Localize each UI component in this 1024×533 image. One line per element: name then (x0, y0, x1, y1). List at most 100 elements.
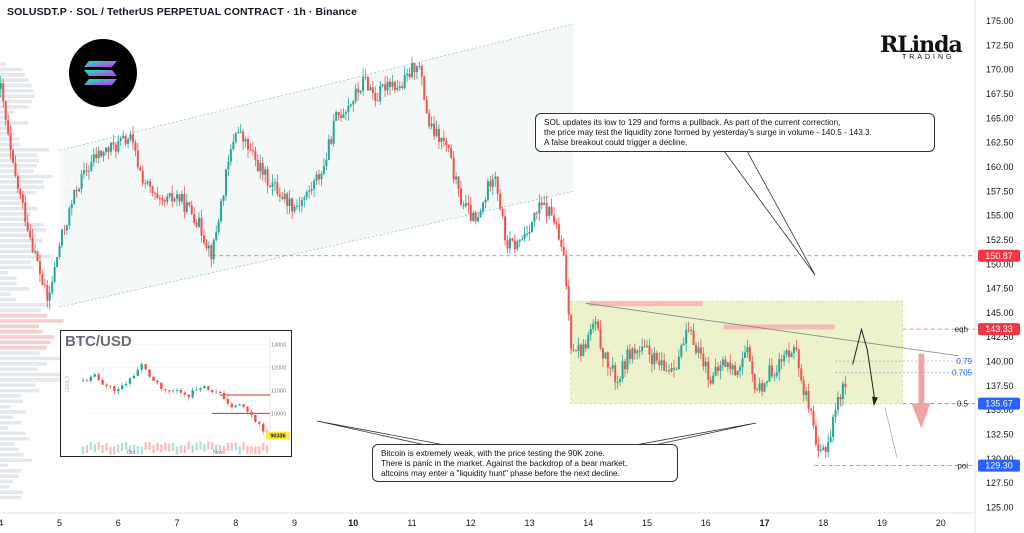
inset-volume-bar (136, 445, 140, 454)
candle (557, 224, 560, 240)
candle (827, 441, 830, 452)
inset-candle (97, 374, 100, 380)
candle (90, 162, 93, 171)
candle (117, 141, 120, 152)
inset-volume-bar (238, 446, 241, 455)
candle (572, 349, 575, 351)
inset-candle (152, 376, 155, 381)
annotation-line: A false breakout could trigger a decline… (544, 138, 688, 147)
volume-profile-bar (0, 313, 48, 318)
candle (675, 369, 678, 370)
candle (526, 233, 529, 235)
forecast-path (852, 327, 876, 402)
candle (805, 391, 808, 395)
y-tick-label: 172.50 (986, 40, 1014, 50)
inset-volume-bar (152, 445, 155, 454)
annotation-line: Bitcoin is extremely weak, with the pric… (381, 449, 605, 458)
inset-volume-bar (222, 445, 226, 454)
x-tick-label: 5 (57, 518, 62, 528)
inset-candle (175, 389, 179, 391)
x-tick-label: 15 (642, 518, 652, 528)
candle (540, 202, 543, 206)
candle (220, 200, 223, 222)
candle (232, 141, 235, 150)
y-tick-label: 125.00 (986, 503, 1014, 513)
candle (308, 190, 311, 192)
candle (376, 100, 379, 102)
candle (102, 152, 105, 157)
candle (180, 193, 183, 202)
candle (136, 150, 139, 168)
candle (4, 101, 7, 121)
candle (354, 88, 357, 102)
inset-candle (89, 376, 93, 382)
candle (193, 214, 196, 223)
candle (665, 370, 668, 372)
candle (565, 254, 568, 287)
candle (832, 416, 835, 438)
candle (210, 245, 213, 260)
candle (702, 353, 705, 367)
inset-candle (211, 389, 214, 393)
inset-volume-bar (117, 444, 120, 453)
x-tick-label: 20 (936, 518, 946, 528)
candle (313, 180, 316, 190)
inset-x-tick: Nov (213, 450, 223, 456)
volume-profile-bar (0, 367, 38, 371)
candle (726, 362, 729, 368)
y-tick-label: 155.00 (986, 211, 1014, 221)
volume-profile-bar (0, 303, 51, 307)
volume-profile-bar (0, 361, 48, 366)
candle (31, 237, 34, 252)
volume-profile-bar (0, 287, 30, 291)
volume-profile-bar (0, 228, 47, 232)
y-tick-label: 157.50 (986, 186, 1014, 196)
inset-candle (207, 386, 210, 390)
candle (291, 198, 294, 212)
candle (783, 354, 786, 362)
volume-profile-bar (0, 163, 38, 168)
candle (707, 361, 710, 381)
volume-profile-bar (0, 158, 39, 163)
candle (508, 238, 511, 249)
volume-profile-bar (0, 169, 34, 173)
inset-candle (120, 385, 124, 390)
candle (58, 245, 61, 258)
inset-volume-bar (132, 444, 136, 453)
candle (190, 205, 193, 215)
candle (729, 362, 732, 370)
x-tick-label: 14 (583, 518, 593, 528)
candle (413, 63, 416, 73)
inset-candle (199, 388, 202, 390)
candle (435, 128, 438, 137)
volume-profile-bar (0, 329, 43, 334)
annotation-line: There is panic in the market. Against th… (381, 459, 628, 468)
candle (315, 174, 318, 181)
btc-inset-chart[interactable]: 13000120001100010000900090336OctNov BTC/… (60, 330, 292, 457)
candle (452, 157, 455, 180)
candle (712, 375, 715, 384)
volume-profile-bar (0, 442, 15, 446)
candle (131, 134, 134, 143)
candle (109, 142, 112, 152)
candle (633, 348, 636, 354)
x-tick-label: 11 (407, 518, 416, 528)
candle (163, 200, 166, 202)
sol-annotation: SOL updates its low to 129 and forms a p… (535, 113, 935, 152)
volume-profile-bar (0, 356, 63, 361)
candle (758, 383, 761, 391)
y-tick-label: 160.00 (986, 162, 1014, 172)
candle (440, 137, 443, 142)
inset-volume-bar (175, 446, 179, 455)
candle (584, 344, 587, 349)
candle (491, 179, 494, 187)
candle (278, 194, 281, 197)
candle (489, 181, 492, 187)
candle (545, 202, 548, 217)
candle (437, 128, 440, 142)
candle (24, 202, 27, 223)
y-tick-label: 135.00 (986, 405, 1014, 415)
candle (359, 90, 362, 93)
candle (43, 284, 46, 286)
